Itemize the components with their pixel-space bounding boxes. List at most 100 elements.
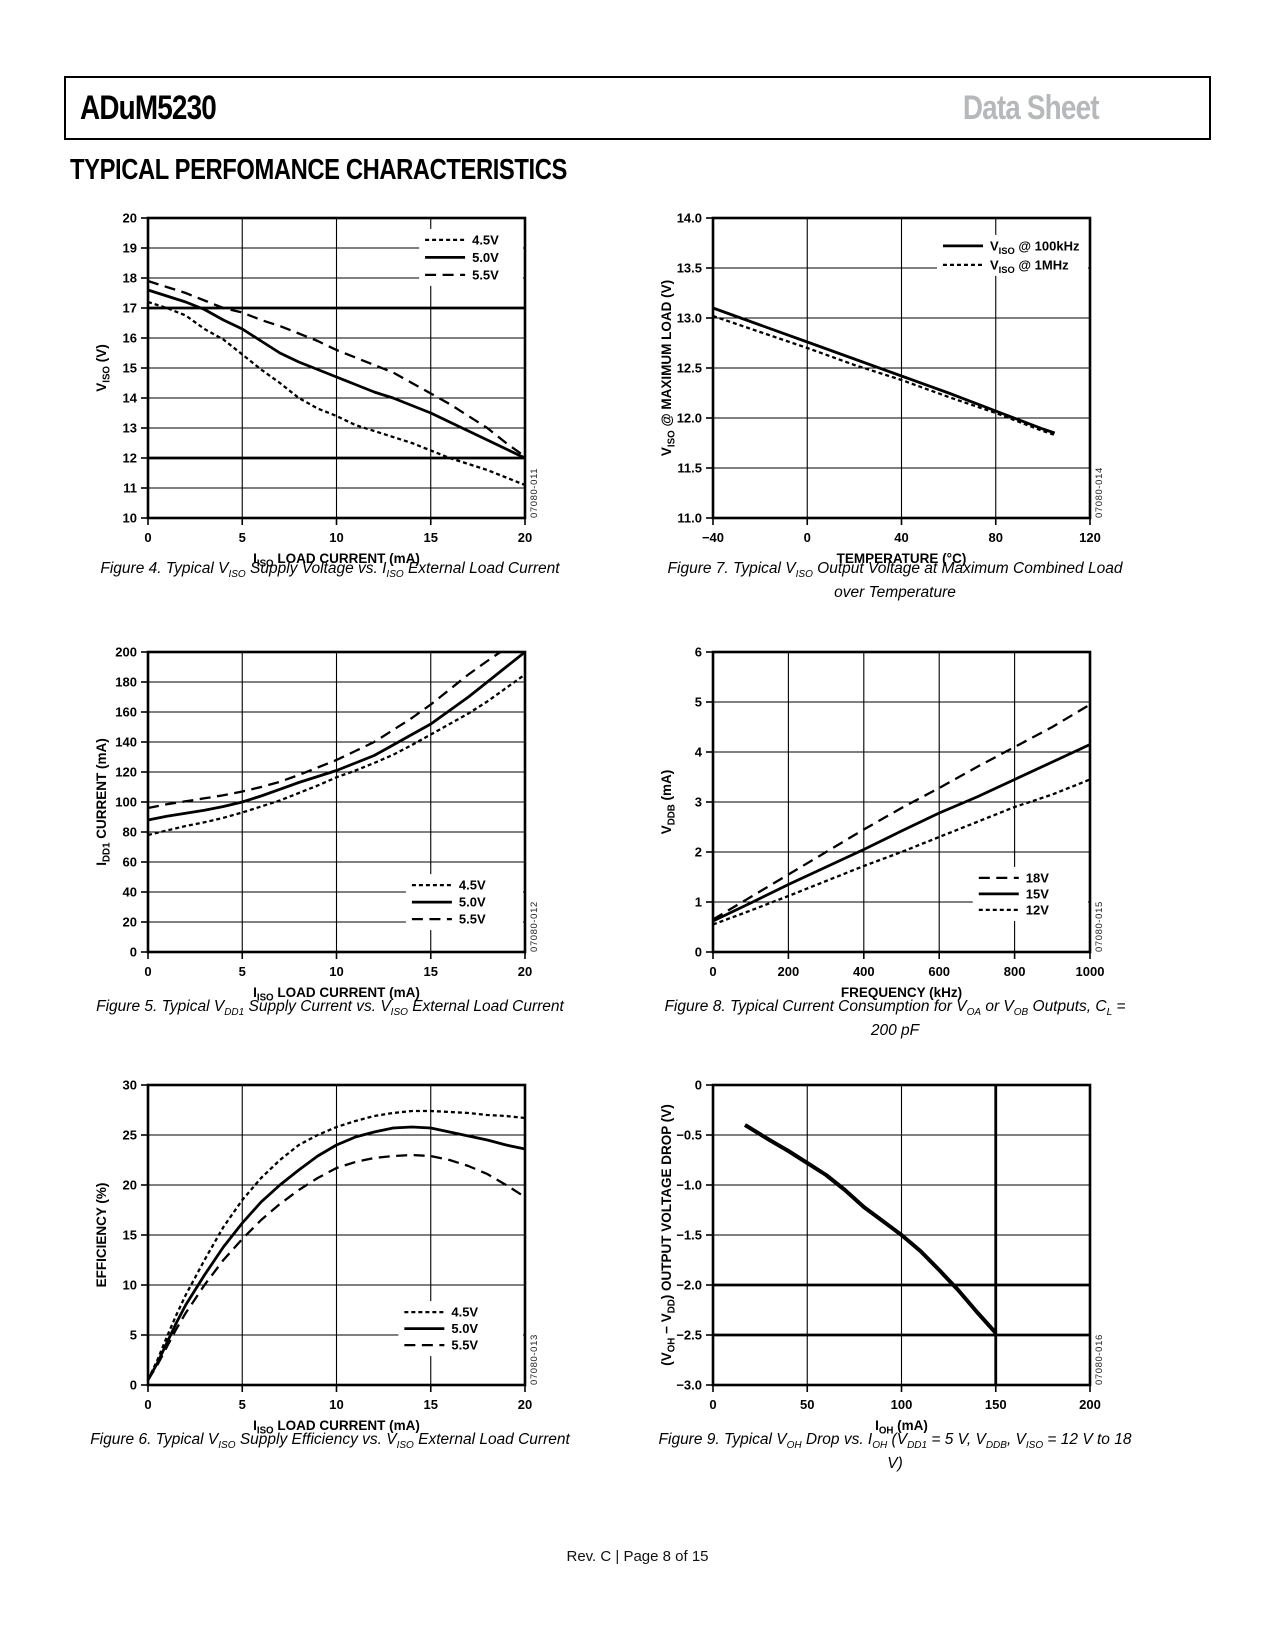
svg-text:1000: 1000 bbox=[1076, 964, 1105, 979]
figure-5-chart: 0 5 10 15 20 0 20 40 60 80 100 120 140 160 180 200 4.5V 5… bbox=[90, 640, 570, 1010]
svg-text:10: 10 bbox=[329, 530, 343, 545]
svg-text:−40: −40 bbox=[702, 530, 724, 545]
svg-text:200: 200 bbox=[1079, 1397, 1101, 1412]
svg-text:0: 0 bbox=[804, 530, 811, 545]
figure-8-chart: 0 200 400 600 800 1000 0 1 2 3 4 5 6 18V 15V 12V FREQUEN… bbox=[655, 640, 1135, 1010]
svg-text:10: 10 bbox=[329, 1397, 343, 1412]
svg-text:−0.5: −0.5 bbox=[676, 1128, 702, 1143]
svg-text:FREQUENCY (kHz): FREQUENCY (kHz) bbox=[841, 985, 962, 1000]
figure-7-caption: Figure 7. Typical VISO Output Voltage at… bbox=[667, 560, 1123, 602]
svg-text:180: 180 bbox=[115, 675, 137, 690]
svg-text:−2.5: −2.5 bbox=[676, 1328, 702, 1343]
svg-text:0: 0 bbox=[709, 964, 716, 979]
svg-text:5: 5 bbox=[239, 1397, 246, 1412]
svg-text:18V: 18V bbox=[1026, 870, 1049, 885]
svg-text:5.0V: 5.0V bbox=[472, 250, 499, 265]
svg-text:40: 40 bbox=[123, 885, 137, 900]
figure-5-caption: Figure 5. Typical VDD1 Supply Current vs… bbox=[96, 998, 564, 1019]
svg-text:0: 0 bbox=[130, 945, 137, 960]
svg-text:15: 15 bbox=[424, 964, 438, 979]
svg-text:13: 13 bbox=[123, 421, 137, 436]
part-number-title: ADuM5230 bbox=[80, 88, 217, 127]
svg-text:19: 19 bbox=[123, 241, 137, 256]
svg-text:200: 200 bbox=[778, 964, 800, 979]
svg-text:−1.0: −1.0 bbox=[676, 1178, 702, 1193]
svg-text:200: 200 bbox=[115, 645, 137, 660]
svg-text:20: 20 bbox=[518, 1397, 532, 1412]
svg-text:07080-013: 07080-013 bbox=[529, 1334, 540, 1385]
figure-6-caption: Figure 6. Typical VISO Supply Efficiency… bbox=[90, 1431, 570, 1452]
svg-text:4.5V: 4.5V bbox=[459, 878, 486, 893]
svg-text:5.5V: 5.5V bbox=[451, 1338, 478, 1353]
svg-text:5: 5 bbox=[239, 530, 246, 545]
svg-text:15: 15 bbox=[424, 530, 438, 545]
page-footer: Rev. C | Page 8 of 15 bbox=[566, 1548, 709, 1565]
svg-text:12.0: 12.0 bbox=[677, 411, 702, 426]
svg-text:14: 14 bbox=[123, 391, 138, 406]
svg-text:0: 0 bbox=[695, 945, 702, 960]
svg-text:07080-016: 07080-016 bbox=[1094, 1334, 1105, 1385]
svg-text:20: 20 bbox=[123, 915, 137, 930]
figure-8-caption: Figure 8. Typical Current Consumption fo… bbox=[664, 998, 1126, 1040]
svg-text:VDDB (mA): VDDB (mA) bbox=[659, 770, 678, 835]
svg-text:4: 4 bbox=[695, 745, 703, 760]
svg-text:160: 160 bbox=[115, 705, 137, 720]
svg-text:50: 50 bbox=[800, 1397, 814, 1412]
figure-5-plot: 0 5 10 15 200204060801001201401601802004.5V5… bbox=[94, 645, 540, 1004]
svg-text:600: 600 bbox=[928, 964, 950, 979]
figure-9-chart: 0 50 100 150 200 0 −0.5 −1.0 −1.5 −2.0 −2.5 −3.0 IOH… bbox=[655, 1073, 1135, 1443]
svg-text:40: 40 bbox=[894, 530, 908, 545]
svg-text:400: 400 bbox=[853, 964, 875, 979]
svg-text:−2.0: −2.0 bbox=[676, 1278, 702, 1293]
svg-text:12: 12 bbox=[123, 451, 137, 466]
svg-text:0: 0 bbox=[144, 1397, 151, 1412]
svg-text:120: 120 bbox=[115, 765, 137, 780]
svg-text:16: 16 bbox=[123, 331, 137, 346]
svg-text:18: 18 bbox=[123, 271, 137, 286]
figure-7-plot: −40 0 40 80 120 11.0 11.5 12.0 12.5 13.0 13.5 14.0 V… bbox=[659, 211, 1105, 566]
svg-text:5: 5 bbox=[695, 695, 702, 710]
svg-text:80: 80 bbox=[989, 530, 1003, 545]
svg-text:13.0: 13.0 bbox=[677, 311, 702, 326]
svg-text:15: 15 bbox=[424, 1397, 438, 1412]
svg-text:11.5: 11.5 bbox=[677, 461, 702, 476]
svg-text:IISO LOAD CURRENT (mA): IISO LOAD CURRENT (mA) bbox=[253, 1418, 420, 1437]
svg-text:11: 11 bbox=[123, 481, 137, 496]
svg-text:0: 0 bbox=[695, 1078, 702, 1093]
figure-9-caption: Figure 9. Typical VOH Drop vs. IOH (VDD1… bbox=[658, 1431, 1132, 1473]
svg-text:800: 800 bbox=[1004, 964, 1026, 979]
svg-text:100: 100 bbox=[115, 795, 137, 810]
figure-4-chart: 0 5 10 15 20 10 11 12 13 14 15 16 17 18 19 20 4.5V 5.0V 5.… bbox=[90, 206, 570, 576]
svg-text:20: 20 bbox=[518, 964, 532, 979]
svg-text:11.0: 11.0 bbox=[677, 511, 702, 526]
svg-text:15V: 15V bbox=[1026, 886, 1049, 901]
svg-text:12V: 12V bbox=[1026, 902, 1049, 917]
svg-text:1: 1 bbox=[695, 895, 702, 910]
svg-text:10: 10 bbox=[123, 1278, 137, 1293]
svg-text:VISO @ 100kHz: VISO @ 100kHz bbox=[990, 238, 1080, 256]
svg-text:140: 140 bbox=[115, 735, 137, 750]
svg-text:−3.0: −3.0 bbox=[676, 1378, 702, 1393]
svg-text:30: 30 bbox=[123, 1078, 137, 1093]
svg-text:EFFICIENCY (%): EFFICIENCY (%) bbox=[94, 1183, 109, 1288]
svg-text:5.5V: 5.5V bbox=[459, 912, 486, 927]
svg-text:(VOH − VDD) OUTPUT VOLTAGE DRO: (VOH − VDD) OUTPUT VOLTAGE DROP (V) bbox=[659, 1104, 678, 1366]
svg-text:TEMPERATURE (°C): TEMPERATURE (°C) bbox=[837, 551, 967, 566]
svg-text:10: 10 bbox=[329, 964, 343, 979]
svg-text:120: 120 bbox=[1079, 530, 1101, 545]
figure-4-caption: Figure 4. Typical VISO Supply Voltage vs… bbox=[100, 560, 560, 581]
svg-text:5.0V: 5.0V bbox=[459, 895, 486, 910]
svg-text:5.5V: 5.5V bbox=[472, 267, 499, 282]
svg-text:−1.5: −1.5 bbox=[676, 1228, 702, 1243]
svg-text:20: 20 bbox=[518, 530, 532, 545]
svg-text:13.5: 13.5 bbox=[677, 261, 702, 276]
svg-text:0: 0 bbox=[144, 530, 151, 545]
svg-text:VISO @ MAXIMUM LOAD (V): VISO @ MAXIMUM LOAD (V) bbox=[659, 280, 678, 456]
doc-type-label: Data Sheet bbox=[963, 88, 1100, 127]
svg-text:5: 5 bbox=[239, 964, 246, 979]
svg-text:17: 17 bbox=[123, 301, 137, 316]
svg-text:60: 60 bbox=[123, 855, 137, 870]
svg-text:IOH (mA): IOH (mA) bbox=[875, 1418, 928, 1437]
svg-text:VISO (V): VISO (V) bbox=[94, 344, 113, 392]
